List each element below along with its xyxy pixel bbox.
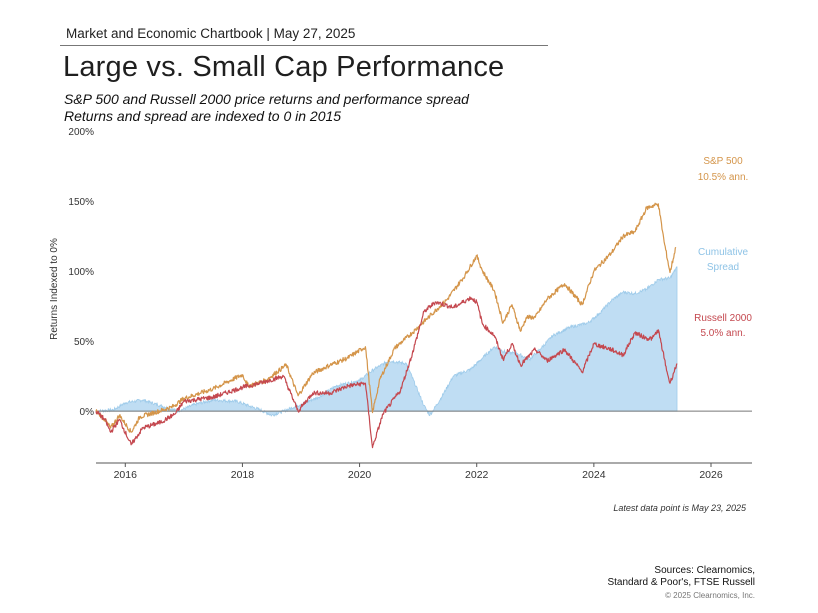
series-area-cumulative-spread (96, 266, 678, 417)
chart-subtitle-line-1: S&P 500 and Russell 2000 price returns a… (64, 91, 469, 107)
x-tick-label: 2018 (231, 469, 255, 481)
x-tick-label: 2016 (114, 469, 138, 481)
sources-note: Sources: Clearnomics, Standard & Poor's,… (607, 565, 755, 589)
series-label-cumulative-spread-line-1: Cumulative (698, 247, 748, 258)
x-tick-label: 2020 (348, 469, 372, 481)
series-label-cumulative-spread-line-2: Spread (707, 262, 739, 273)
x-tick-label: 2026 (699, 469, 723, 481)
y-tick-label: 100% (68, 267, 94, 278)
x-tick-label: 2022 (465, 469, 489, 481)
chartbook-header: Market and Economic Chartbook | May 27, … (66, 26, 356, 41)
series-label-s-p-500-line-2: 10.5% ann. (698, 172, 749, 183)
series-label-russell-2000-line-2: 5.0% ann. (700, 328, 745, 339)
page-title: Large vs. Small Cap Performance (63, 51, 505, 83)
series-label-s-p-500-line-1: S&P 500 (703, 156, 743, 167)
copyright-note: © 2025 Clearnomics, Inc. (665, 591, 755, 600)
series-label-russell-2000-line-1: Russell 2000 (694, 313, 752, 324)
y-tick-label: 0% (80, 407, 95, 418)
chart-subtitle-line-2: Returns and spread are indexed to 0 in 2… (64, 108, 342, 124)
sources-line-2: Standard & Poor's, FTSE Russell (607, 577, 755, 588)
series-line-russell-2000 (95, 296, 678, 449)
latest-data-note: Latest data point is May 23, 2025 (613, 503, 746, 513)
sources-line-1: Sources: Clearnomics, (654, 565, 755, 576)
y-axis-title: Returns Indexed to 0% (49, 238, 60, 340)
series-line-s-p-500 (95, 202, 677, 433)
y-tick-label: 50% (74, 337, 94, 348)
y-tick-label: 150% (68, 197, 94, 208)
y-tick-label: 200% (68, 127, 94, 138)
x-tick-label: 2024 (582, 469, 606, 481)
header-divider (60, 45, 548, 46)
